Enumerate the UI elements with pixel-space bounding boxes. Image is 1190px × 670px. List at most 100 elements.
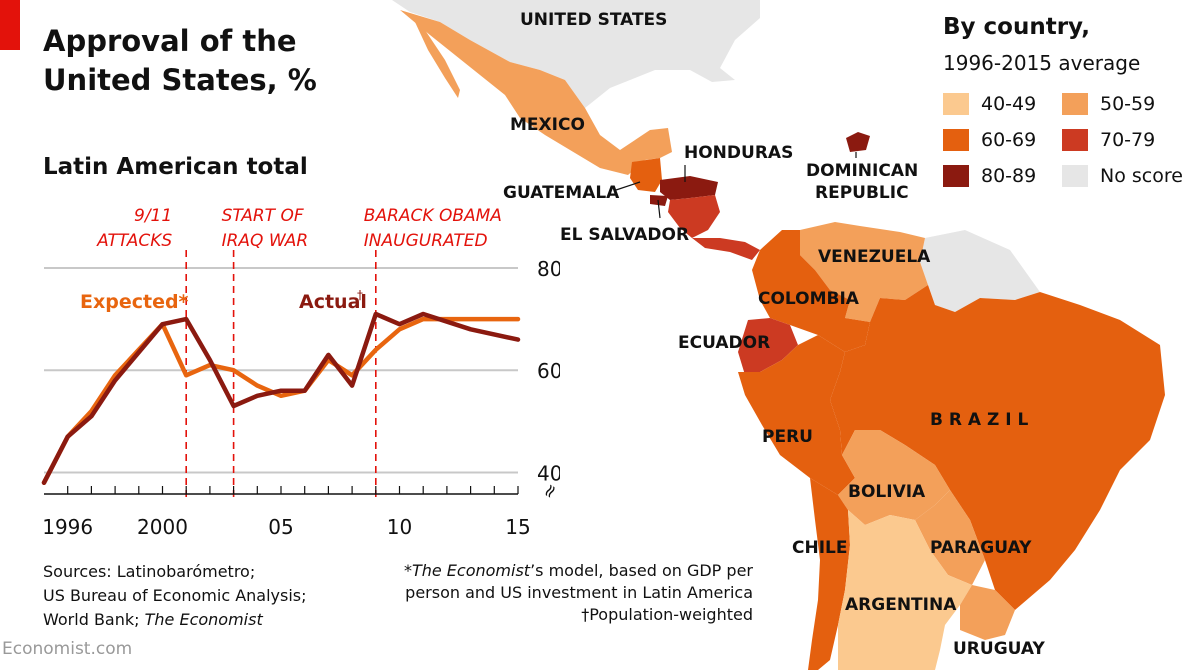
footnote-line: *The Economist’s model, based on GDP per (404, 560, 753, 582)
label-mexico: MEXICO (510, 115, 585, 135)
map-central-america (668, 195, 720, 238)
legend-swatch (1062, 93, 1088, 115)
legend-swatch (1062, 129, 1088, 151)
watermark: Economist.com (2, 639, 133, 659)
label-peru: PERU (762, 427, 813, 447)
approval-line-chart: 40 60 80 9/11 ATTACKS START OF IRAQ WAR BARACK… (41, 206, 560, 539)
legend-label: 70-79 (1100, 129, 1156, 151)
footnote-line: person and US investment in Latin Americ… (405, 583, 753, 602)
footnotes: *The Economist’s model, based on GDP per… (404, 560, 753, 626)
footnote-text: ’s model, based on GDP per (530, 561, 753, 580)
legend-label: 80-89 (981, 165, 1037, 187)
legend-swatch (943, 165, 969, 187)
label-uruguay: URUGUAY (953, 639, 1045, 659)
series-label-expected: Expected* (80, 291, 189, 313)
sources-text: World Bank; (43, 610, 145, 629)
y-tick-label: 80 (537, 257, 560, 281)
legend-swatch (943, 93, 969, 115)
title-line-1: Approval of the (43, 24, 297, 58)
x-tick-label: 1996 (42, 515, 93, 539)
label-honduras: HONDURAS (684, 143, 793, 163)
el-salvador-leader (657, 199, 661, 219)
map-dominican-republic (846, 132, 870, 152)
label-venezuela: VENEZUELA (818, 247, 931, 267)
label-colombia: COLOMBIA (758, 289, 860, 309)
map-mexico (400, 10, 672, 175)
legend-swatch (943, 129, 969, 151)
label-dominican: DOMINICAN (806, 161, 918, 181)
chart-series-labels: Actual† Expected* (80, 288, 367, 313)
map-baja-california (415, 22, 460, 98)
chart-series (41, 311, 521, 485)
legend-title: By country, (943, 14, 1090, 40)
map-el-salvador (650, 195, 668, 206)
brand-red-tab (0, 0, 20, 50)
map-panama (692, 238, 760, 260)
sources-line: US Bureau of Economic Analysis; (43, 586, 307, 605)
series-line-actual (41, 311, 521, 485)
map-bolivia (838, 430, 950, 525)
event-annotation-text: BARACK OBAMA (364, 206, 502, 226)
guatemala-leader (615, 181, 641, 191)
footnote-star: * (403, 561, 412, 580)
event-annotation-text: START OF (222, 206, 304, 226)
legend-item-70-79: 70-79 (1062, 128, 1155, 152)
map-paraguay (915, 490, 985, 585)
map-chile (808, 478, 850, 670)
legend-label: 50-59 (1100, 93, 1156, 115)
label-bolivia: BOLIVIA (848, 482, 926, 502)
legend-item-50-59: 50-59 (1062, 92, 1155, 116)
sources-italic: The Economist (144, 610, 263, 629)
y-tick-label: 40 (537, 461, 560, 485)
legend-item-40-49: 40-49 (943, 92, 1036, 116)
sources-line: Sources: Latinobarómetro; (43, 562, 256, 581)
legend-label: 60-69 (981, 129, 1037, 151)
label-chile: CHILE (792, 538, 847, 558)
chart-annotations: 9/11 ATTACKS START OF IRAQ WAR BARACK OBAMA I… (96, 206, 502, 498)
map-venezuela (800, 222, 928, 322)
label-brazil: B R A Z I L (930, 410, 1028, 430)
label-guatemala: GUATEMALA (503, 183, 620, 203)
legend-item-no-score: No score (1062, 164, 1183, 188)
map-uruguay (960, 585, 1015, 640)
map-peru (738, 335, 855, 495)
map-colombia (752, 230, 870, 352)
page-title: Approval of the United States, % (43, 22, 317, 100)
legend-label: 40-49 (981, 93, 1037, 115)
x-tick-label: 15 (505, 515, 530, 539)
map-ecuador (738, 318, 798, 375)
event-annotation-text: INAUGURATED (364, 231, 488, 251)
series-line-expected (41, 316, 521, 485)
series-label-actual-dagger: † (357, 288, 363, 302)
sources-note: Sources: Latinobarómetro; US Bureau of E… (43, 560, 307, 632)
y-tick-label: 60 (537, 359, 560, 383)
title-line-2: United States, % (43, 63, 317, 97)
label-ecuador: ECUADOR (678, 333, 770, 353)
map-guianas (920, 230, 1040, 312)
legend-swatch (1062, 165, 1088, 187)
legend-subtitle: 1996-2015 average (943, 51, 1141, 75)
x-tick-label: 10 (387, 515, 412, 539)
chart-x-axis: 1996 2000 05 10 15≈ (42, 479, 560, 539)
map-argentina (838, 510, 972, 670)
footnote-line: †Population-weighted (581, 605, 753, 624)
legend-item-60-69: 60-69 (943, 128, 1036, 152)
map-honduras (660, 176, 718, 200)
label-argentina: ARGENTINA (845, 595, 957, 615)
legend-item-80-89: 80-89 (943, 164, 1036, 188)
chart-subtitle: Latin American total (43, 154, 308, 180)
event-annotation-text: IRAQ WAR (222, 231, 309, 251)
legend-label: No score (1100, 165, 1183, 187)
map-united-states (392, 0, 760, 108)
x-tick-label: 05 (268, 515, 293, 539)
map-brazil (830, 285, 1165, 610)
footnote-italic: The Economist (411, 561, 531, 580)
event-annotation-text: ATTACKS (96, 231, 172, 251)
series-label-actual: Actual (299, 291, 367, 313)
x-tick-label: 2000 (137, 515, 188, 539)
map-guatemala (630, 158, 662, 192)
sources-line: World Bank; The Economist (43, 608, 307, 632)
label-paraguay: PARAGUAY (930, 538, 1032, 558)
label-republic: REPUBLIC (815, 183, 909, 203)
